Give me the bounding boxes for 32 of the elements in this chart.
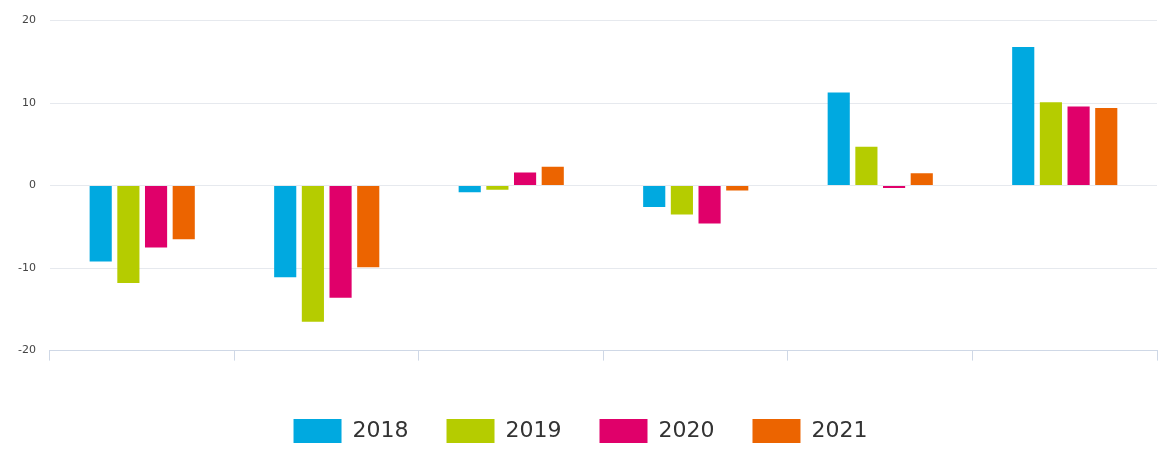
bar bbox=[726, 186, 749, 191]
bar bbox=[827, 92, 850, 186]
bar bbox=[514, 172, 537, 186]
bar bbox=[541, 166, 564, 186]
bar bbox=[670, 186, 693, 215]
bar bbox=[329, 186, 352, 298]
bar bbox=[855, 146, 878, 186]
bar bbox=[357, 186, 380, 268]
bar bbox=[117, 186, 140, 283]
bar bbox=[301, 186, 324, 322]
bar bbox=[274, 186, 297, 278]
legend-label: 2020 bbox=[658, 416, 715, 442]
y-tick-label: 10 bbox=[21, 95, 36, 109]
bar bbox=[172, 186, 195, 240]
bar bbox=[89, 186, 112, 262]
y-tick-label: -10 bbox=[18, 260, 36, 274]
bar bbox=[1039, 102, 1062, 186]
bar bbox=[486, 186, 509, 190]
legend-label: 2021 bbox=[811, 416, 868, 442]
bar bbox=[698, 186, 721, 224]
bar bbox=[910, 173, 933, 186]
y-tick-label: 0 bbox=[28, 178, 36, 192]
y-tick-label: 20 bbox=[21, 13, 36, 27]
bar bbox=[1067, 106, 1090, 186]
legend-label: 2018 bbox=[352, 416, 409, 442]
bar bbox=[1012, 47, 1035, 186]
bar bbox=[643, 186, 666, 208]
y-tick-label: -20 bbox=[18, 343, 36, 357]
legend-label: 2019 bbox=[505, 416, 562, 442]
bar bbox=[1095, 108, 1118, 186]
bar bbox=[144, 186, 168, 248]
bar bbox=[458, 186, 481, 193]
